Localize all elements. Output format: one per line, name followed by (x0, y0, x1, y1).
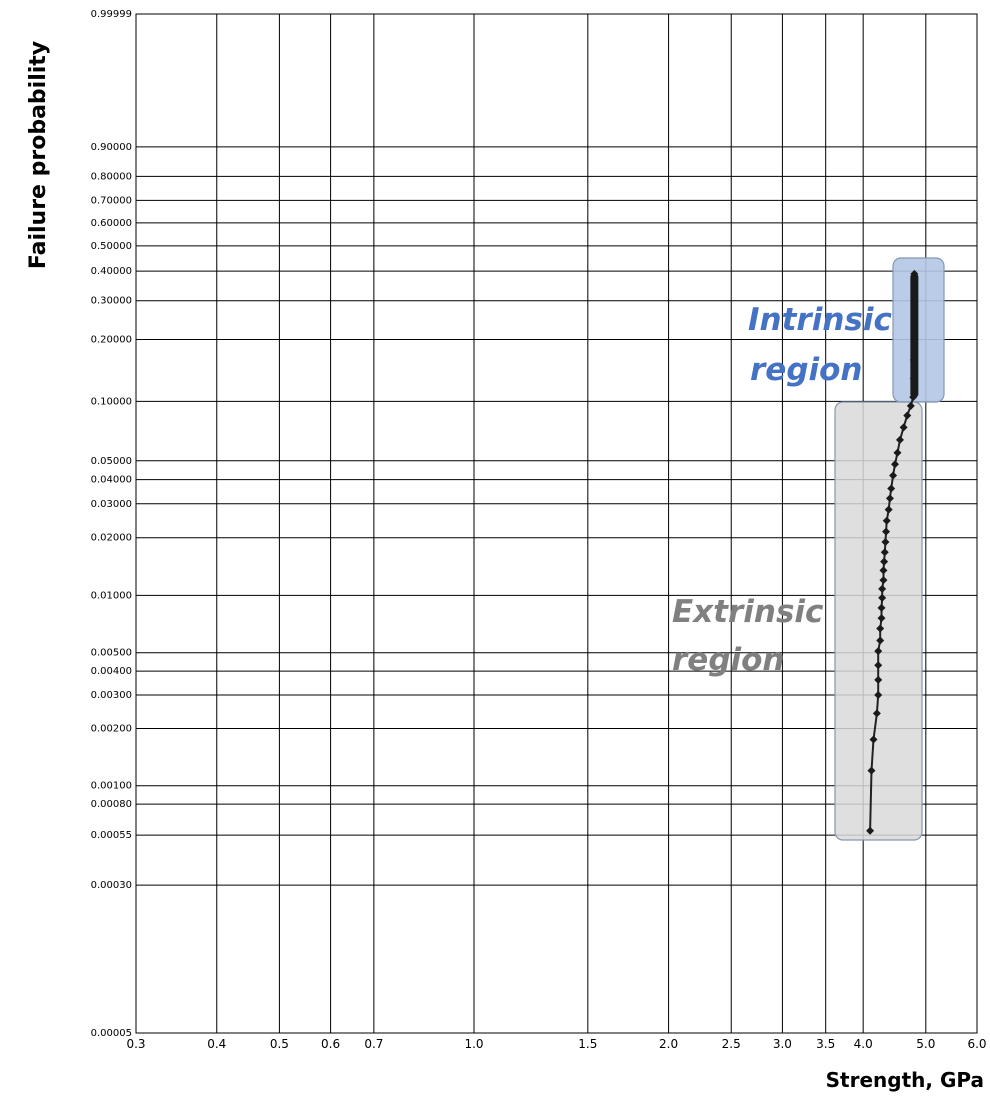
y-tick-labels: 0.99999 0.90000 0.80000 0.70000 0.60000 0.500… (91, 9, 132, 1039)
regions: Intrinsic region Extrinsic region (672, 257, 945, 841)
x-tick-label: 0.4 (207, 1037, 226, 1051)
data-point (869, 735, 878, 744)
data-point (899, 423, 908, 432)
x-tick-label: 0.5 (270, 1037, 289, 1051)
y-tick-label: 0.70000 (91, 195, 132, 206)
intrinsic-region-box (892, 257, 945, 403)
x-tick-label: 2.0 (659, 1037, 678, 1051)
data-point (887, 484, 896, 493)
data-point (880, 548, 889, 557)
intrinsic-region-label: Intrinsic region (748, 302, 892, 388)
data-point (874, 675, 883, 684)
extrinsic-region-label: Extrinsic region (672, 594, 824, 678)
intrinsic-label-line: region (750, 352, 863, 388)
y-tick-label: 0.00500 (91, 648, 132, 659)
x-tick-label: 2.5 (722, 1037, 741, 1051)
y-tick-label: 0.50000 (91, 241, 132, 252)
data-point (879, 566, 888, 575)
y-tick-label: 0.05000 (91, 456, 132, 467)
x-axis-label: Strength, GPa (826, 1068, 984, 1092)
data-point (906, 401, 915, 410)
data-point (890, 460, 899, 469)
grid (135, 13, 978, 1034)
y-tick-label: 0.90000 (91, 142, 132, 153)
x-tick-label: 4.0 (854, 1037, 873, 1051)
x-tick-label: 0.6 (321, 1037, 340, 1051)
data-point (866, 826, 875, 835)
data-point (878, 593, 887, 602)
extrinsic-region-box (834, 401, 923, 841)
data-points (866, 269, 919, 835)
data-point (878, 584, 887, 593)
y-tick-label: 0.30000 (91, 296, 132, 307)
y-tick-label: 0.00055 (91, 830, 132, 841)
intrinsic-point-cluster (910, 273, 919, 398)
data-point (885, 494, 894, 503)
x-tick-label: 3.0 (773, 1037, 792, 1051)
y-axis-label: Failure probability (26, 41, 51, 269)
data-point (881, 537, 890, 546)
x-tick-labels: 0.3 0.4 0.5 0.6 0.7 1.0 1.5 2.0 2.5 3.0 3.5 4.0 5.0 6… (126, 1037, 986, 1051)
extrinsic-label-line: Extrinsic (672, 594, 824, 630)
y-tick-label: 0.04000 (91, 475, 132, 486)
y-tick-label: 0.00400 (91, 666, 132, 677)
x-tick-label: 5.0 (916, 1037, 935, 1051)
y-tick-label: 0.00030 (91, 880, 132, 891)
x-tick-label: 6.0 (967, 1037, 986, 1051)
x-tick-label: 3.5 (816, 1037, 835, 1051)
data-point (882, 527, 891, 536)
y-tick-label: 0.02000 (91, 533, 132, 544)
x-tick-label: 1.5 (578, 1037, 597, 1051)
data-point (872, 709, 881, 718)
data-point (876, 624, 885, 633)
y-tick-label: 0.00080 (91, 799, 132, 810)
x-tick-label: 0.3 (126, 1037, 145, 1051)
data-point (895, 435, 904, 444)
data-point (874, 690, 883, 699)
y-tick-label: 0.40000 (91, 266, 132, 277)
y-tick-label: 0.03000 (91, 499, 132, 510)
extrinsic-label-line: region (672, 642, 785, 678)
y-tick-label: 0.80000 (91, 171, 132, 182)
data-point (877, 614, 886, 623)
y-tick-label: 0.60000 (91, 218, 132, 229)
y-tick-label: 0.01000 (91, 590, 132, 601)
data-point (884, 505, 893, 514)
data-point (903, 411, 912, 420)
y-tick-label: 0.20000 (91, 334, 132, 345)
intrinsic-label-line: Intrinsic (748, 302, 892, 338)
data-point (882, 516, 891, 525)
x-tick-label: 0.7 (364, 1037, 383, 1051)
x-tick-label: 1.0 (464, 1037, 483, 1051)
data-point (893, 448, 902, 457)
data-point (889, 471, 898, 480)
data-point (877, 603, 886, 612)
y-tick-label: 0.10000 (91, 396, 132, 407)
data-point (876, 636, 885, 645)
data-point (874, 661, 883, 670)
data-point (874, 647, 883, 656)
data-point (880, 557, 889, 566)
y-tick-label: 0.00300 (91, 690, 132, 701)
y-tick-label: 0.00200 (91, 723, 132, 734)
y-tick-label: 0.99999 (91, 9, 132, 20)
y-tick-label: 0.00005 (91, 1028, 132, 1039)
data-point (867, 766, 876, 775)
data-point (879, 576, 888, 585)
y-tick-label: 0.00100 (91, 781, 132, 792)
